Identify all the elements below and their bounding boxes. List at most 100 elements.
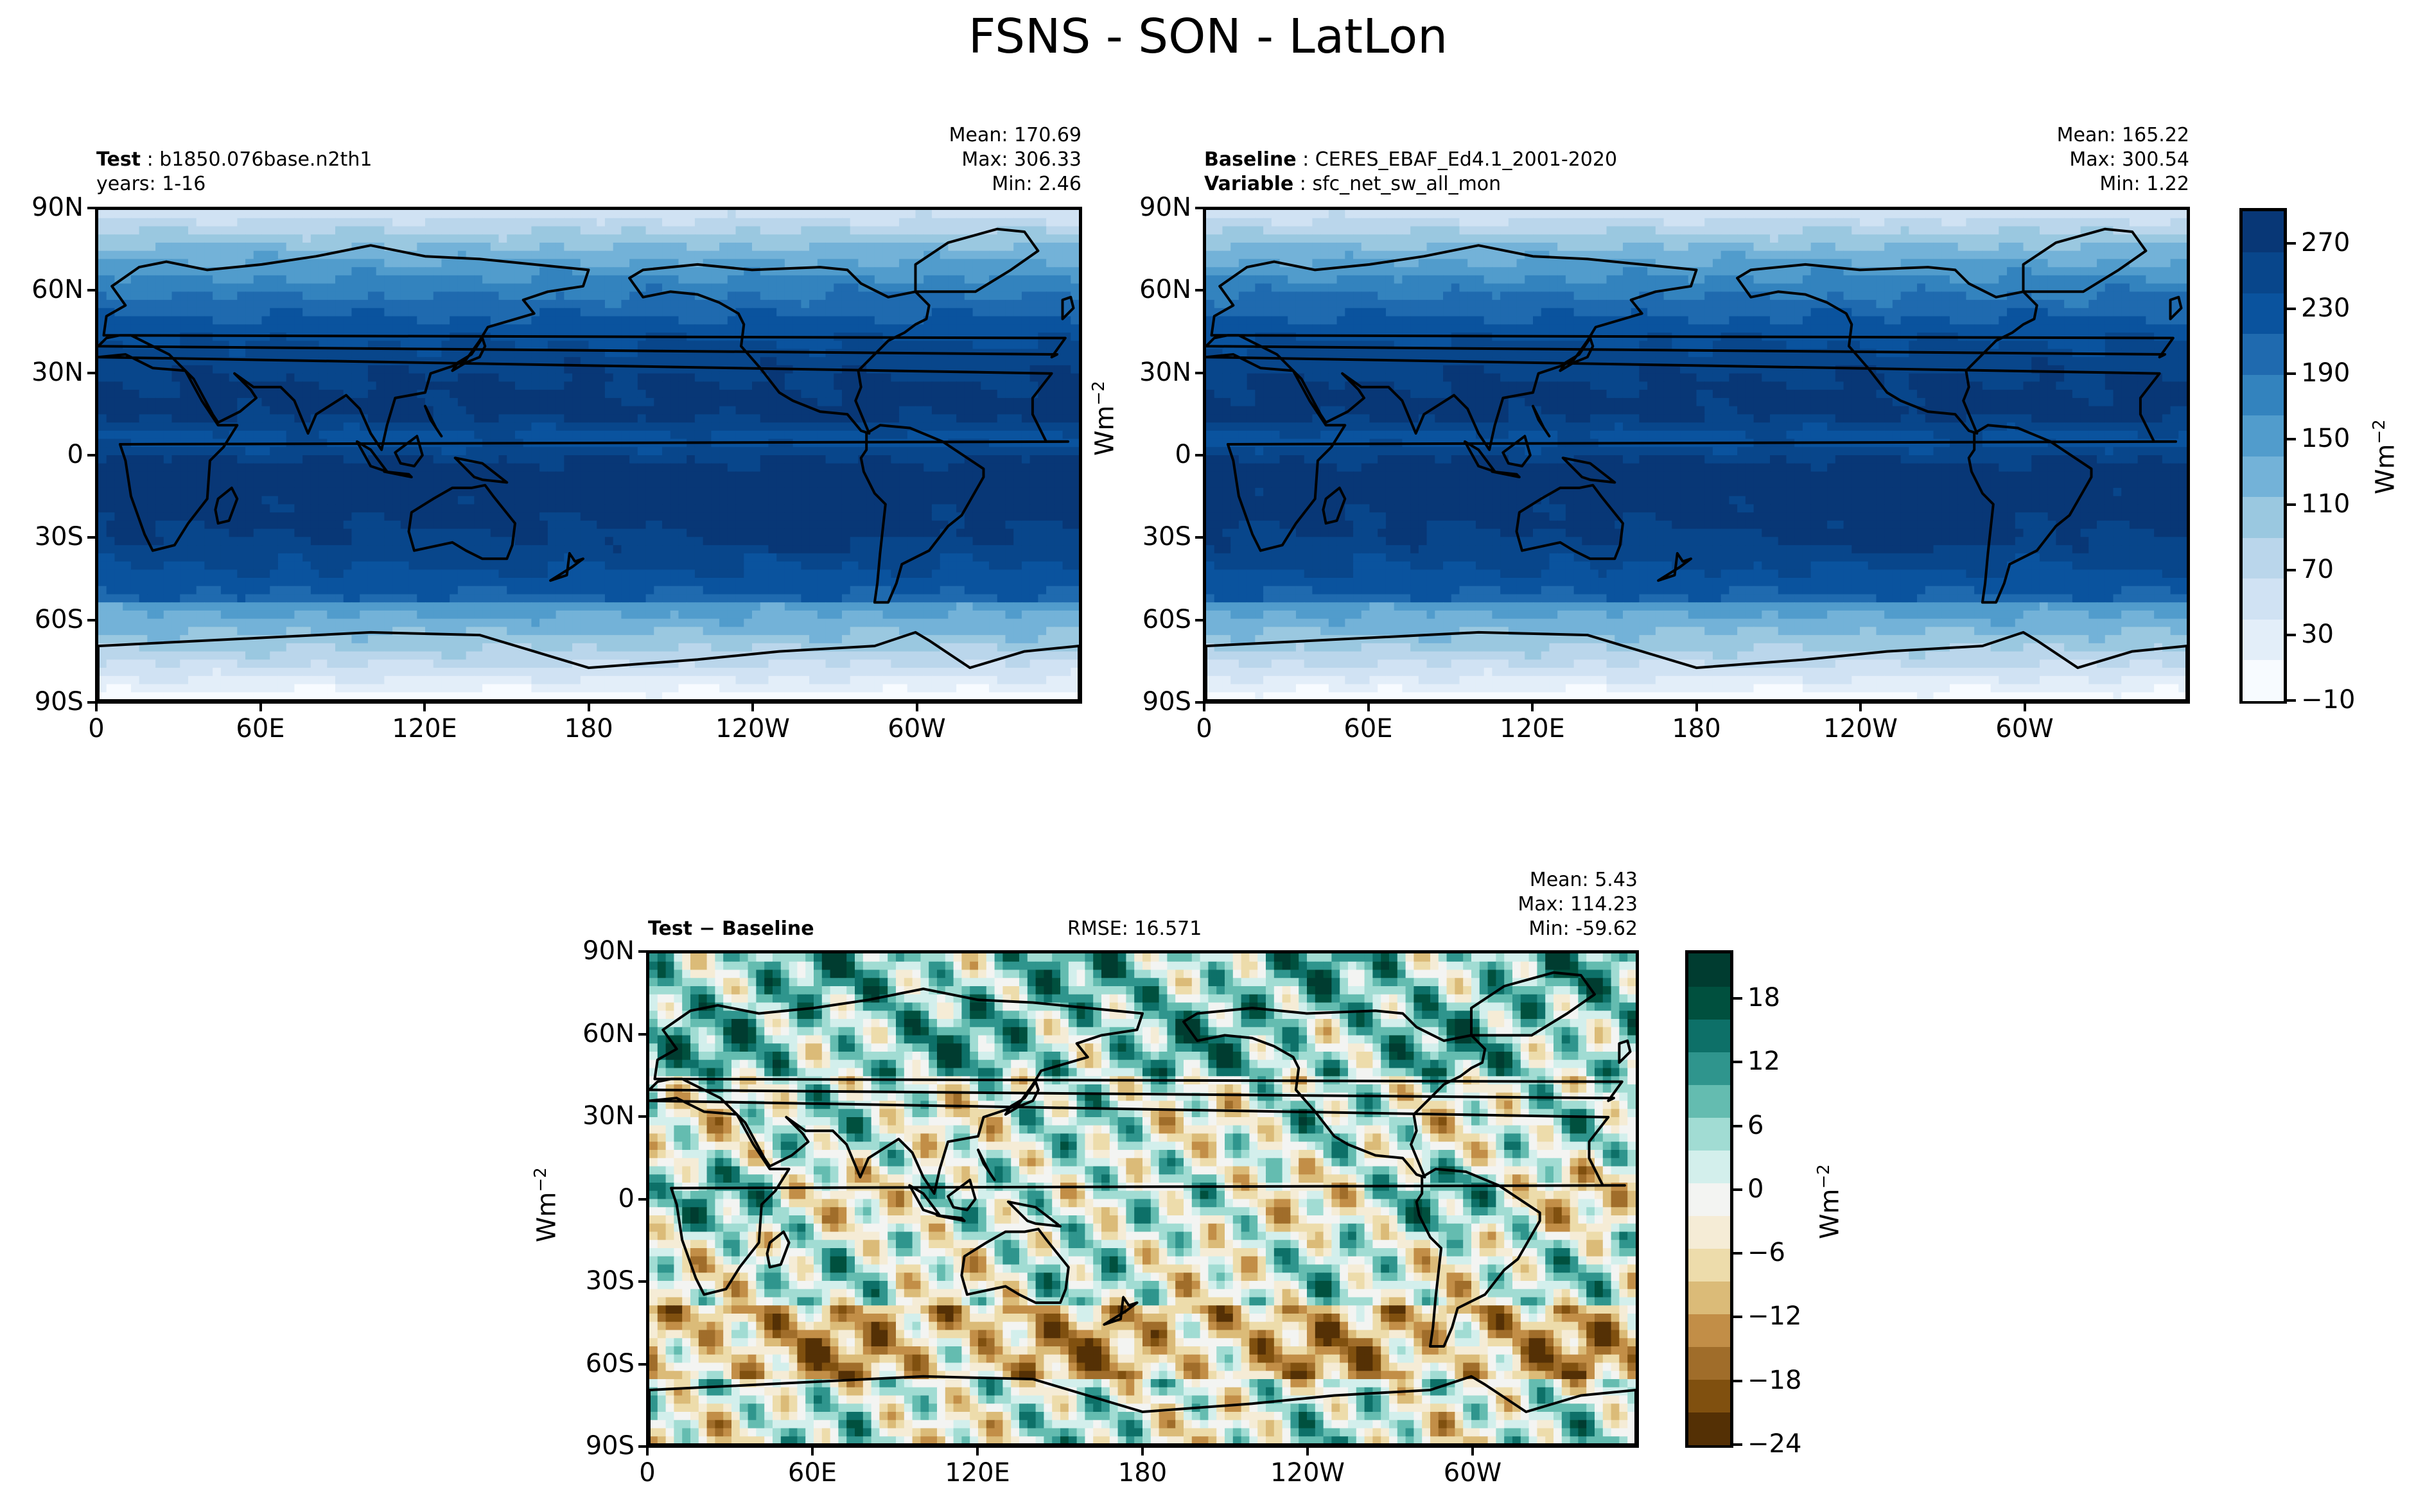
map-cell [213, 316, 222, 325]
map-cell [98, 259, 107, 268]
map-cell [613, 300, 622, 309]
map-cell [351, 250, 360, 259]
map-cell [229, 316, 238, 325]
map-cell [523, 275, 532, 284]
map-cell [213, 537, 222, 546]
map-cell [294, 390, 303, 399]
map-cell [400, 324, 410, 333]
map-cell [220, 381, 230, 390]
map-cell [801, 504, 810, 513]
map-cell [123, 406, 132, 415]
map-cell [367, 471, 377, 480]
map-cell [948, 422, 957, 431]
map-cell [196, 414, 206, 423]
map-cell [253, 463, 263, 473]
map-cell [98, 283, 107, 292]
map-cell [556, 447, 565, 456]
map-cell [155, 291, 164, 300]
map-cell [809, 480, 818, 489]
map-cell [523, 316, 532, 325]
map-cell [417, 512, 426, 521]
map-cell [539, 397, 548, 407]
map-cell [1029, 267, 1038, 276]
map-cell [514, 308, 524, 317]
map-cell [310, 226, 320, 235]
map-cell [1046, 439, 1055, 448]
map-cell [752, 381, 761, 390]
map-cell [564, 447, 573, 456]
map-cell [556, 422, 565, 431]
map-cell [245, 242, 254, 252]
map-cell [106, 357, 116, 366]
map-cell [482, 390, 491, 399]
map-cell [931, 357, 941, 366]
map-cell [139, 414, 148, 423]
map-cell [604, 291, 614, 300]
map-cell [417, 316, 426, 325]
map-cell [1046, 430, 1055, 440]
map-cell [1054, 406, 1064, 415]
map-cell [294, 504, 303, 513]
map-cell [310, 496, 320, 505]
map-cell [155, 528, 164, 537]
map-cell [139, 496, 148, 505]
map-cell [629, 528, 638, 537]
map-cell [367, 250, 377, 259]
map-cell [277, 504, 287, 513]
map-cell [343, 267, 353, 276]
map-cell [114, 340, 123, 350]
map-cell [351, 324, 360, 333]
map-cell [507, 365, 516, 374]
map-cell [694, 537, 704, 546]
map-cell [924, 357, 932, 366]
map-cell [490, 381, 500, 390]
map-cell [621, 545, 630, 554]
map-cell [841, 357, 851, 366]
map-cell [417, 397, 426, 407]
map-cell [450, 242, 459, 252]
map-cell [163, 291, 173, 300]
map-cell [139, 365, 148, 374]
map-cell [801, 308, 810, 317]
map-cell [556, 250, 565, 259]
map-cell [384, 512, 393, 521]
map-cell [940, 504, 949, 513]
map-cell [196, 316, 206, 325]
map-cell [171, 349, 180, 358]
map-cell [768, 447, 777, 456]
map-cell [114, 300, 123, 309]
map-cell [588, 373, 597, 382]
map-cell [792, 455, 801, 464]
map-cell [768, 463, 777, 473]
map-cell [229, 218, 238, 227]
map-cell [613, 218, 622, 227]
map-cell [645, 283, 654, 292]
map-cell [964, 300, 974, 309]
map-cell [931, 414, 941, 423]
map-cell [327, 504, 336, 513]
map-cell [809, 528, 818, 537]
map-cell [155, 324, 164, 333]
map-cell [776, 471, 785, 480]
map-cell [1054, 365, 1064, 374]
map-cell [670, 480, 679, 489]
map-cell [514, 447, 524, 456]
map-cell [989, 520, 998, 530]
map-cell [163, 463, 173, 473]
map-cell [964, 308, 974, 317]
map-cell [850, 480, 859, 489]
map-cell [956, 226, 965, 235]
map-cell [629, 537, 638, 546]
map-cell [915, 275, 924, 284]
map-cell [760, 259, 769, 268]
map-cell [450, 381, 459, 390]
map-cell [662, 234, 671, 243]
map-cell [147, 300, 156, 309]
map-cell [490, 218, 500, 227]
map-cell [792, 250, 801, 259]
map-cell [997, 300, 1006, 309]
map-cell [948, 430, 957, 440]
map-cell [514, 283, 524, 292]
map-cell [196, 545, 206, 554]
map-cell [433, 406, 442, 415]
